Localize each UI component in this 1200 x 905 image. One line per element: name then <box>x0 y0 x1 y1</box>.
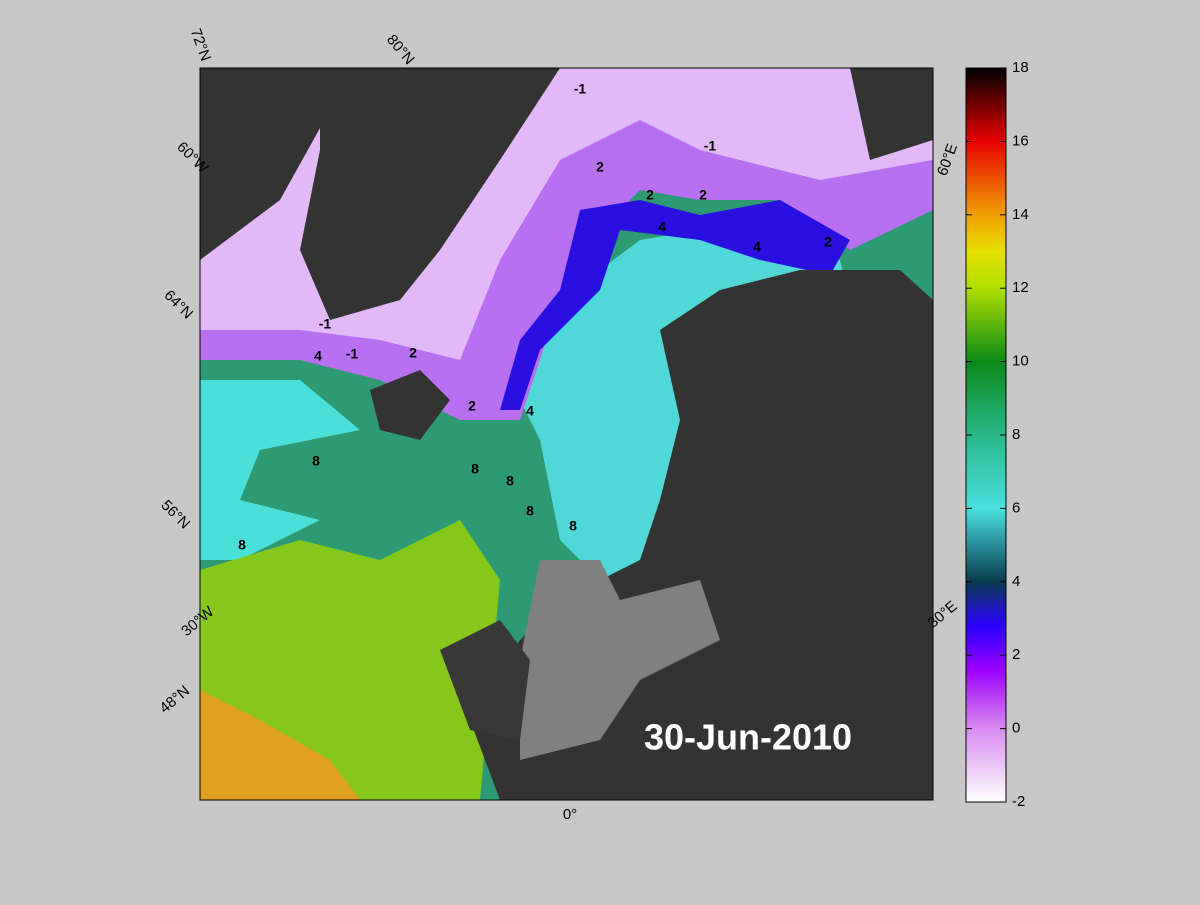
date-label: 30-Jun-2010 <box>644 717 852 758</box>
colorbar-tick-label: 14 <box>1012 206 1029 223</box>
colorbar-tick-label: 8 <box>1012 426 1020 443</box>
warmest-water <box>200 690 360 800</box>
contour-label: -1 <box>319 316 332 332</box>
graticule-label: 60°E <box>934 142 961 179</box>
contour-label: 8 <box>569 518 577 534</box>
colorbar-tick-label: -2 <box>1012 793 1025 810</box>
front <box>500 200 850 410</box>
colorbar-tick-label: 18 <box>1012 59 1029 76</box>
contour-label: 8 <box>238 537 246 553</box>
svalbard-land <box>850 68 933 160</box>
contour-label: 8 <box>526 503 534 519</box>
colorbar-tick-label: 2 <box>1012 646 1020 663</box>
contour-label: 8 <box>312 453 320 469</box>
colorbar-tick-label: 4 <box>1012 573 1020 590</box>
contour-label: 2 <box>596 159 604 175</box>
north-sea <box>520 560 720 760</box>
contour-label: 4 <box>314 348 322 364</box>
contour-label: -1 <box>574 81 587 97</box>
map-frame <box>199 67 934 801</box>
map <box>200 68 933 800</box>
uk <box>440 620 530 740</box>
colorbar-tick-label: 6 <box>1012 499 1020 516</box>
iceland <box>370 370 450 440</box>
contour-label: -1 <box>346 346 359 362</box>
cyan-water <box>200 380 360 560</box>
greenland <box>200 68 330 260</box>
contour-label: 2 <box>468 398 476 414</box>
contour-label: 4 <box>658 219 666 235</box>
graticule-label: 72°N <box>187 26 214 63</box>
contour-label: 2 <box>409 345 417 361</box>
graticule-label: 56°N <box>158 497 194 533</box>
colorbar-tick-label: 0 <box>1012 720 1020 737</box>
contour-label: 2 <box>646 187 654 203</box>
contour-label: 4 <box>526 403 534 419</box>
colorbar-tick-label: 16 <box>1012 132 1029 149</box>
colorbar-tick-label: 12 <box>1012 279 1029 296</box>
graticule-label: 48°N <box>156 682 193 717</box>
contour-label: 8 <box>471 461 479 477</box>
contour-label: 2 <box>699 187 707 203</box>
graticule-label: 0° <box>563 806 577 823</box>
contour-label: 4 <box>753 239 761 255</box>
contour-label: 2 <box>824 234 832 250</box>
contour-label: -1 <box>704 138 717 154</box>
greenland <box>300 68 560 320</box>
contour-label: 8 <box>506 473 514 489</box>
graticule-label: 80°N <box>383 31 418 68</box>
graticule-label: 64°N <box>161 287 197 323</box>
colorbar-tick-label: 10 <box>1012 353 1029 370</box>
